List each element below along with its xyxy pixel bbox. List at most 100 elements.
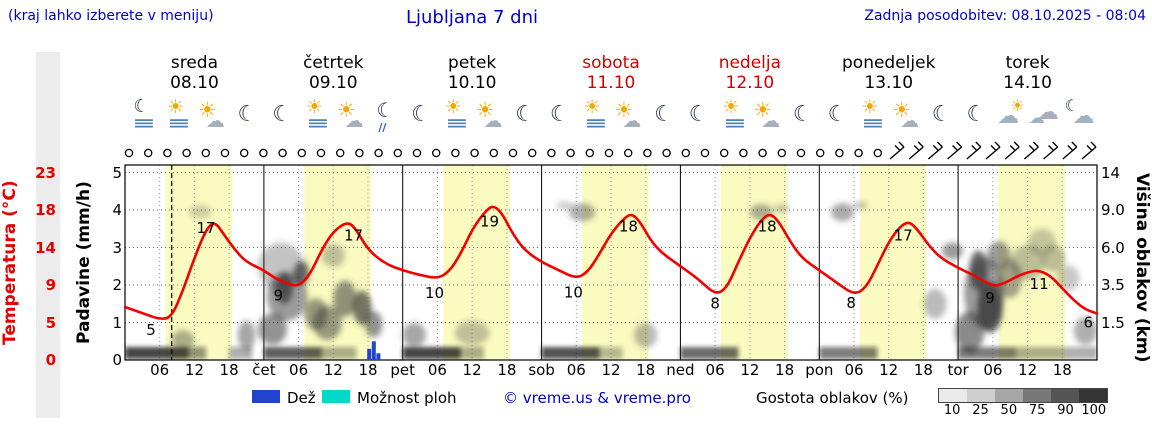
svg-text:10: 10: [425, 284, 444, 302]
day-name: sobota: [582, 53, 640, 73]
day-header: sobota 11.10: [542, 53, 681, 93]
moon-icon: ☾: [237, 102, 258, 127]
cloud-density-segment: [995, 389, 1023, 402]
svg-text:sob: sob: [528, 361, 555, 379]
wind-calm-icon: [719, 148, 729, 158]
weather-icon-cloud-moon: ☾ ☁: [1062, 98, 1098, 140]
cloud-density-segment: [1051, 389, 1079, 402]
moon-icon: ☾: [411, 102, 431, 127]
svg-text:19: 19: [480, 212, 499, 230]
svg-text:12: 12: [1018, 361, 1037, 379]
weather-icon-fog-sun: ☀ ≡: [576, 98, 612, 140]
day-headers: sreda 08.10 četrtek 09.10 petek 10.10 sobota 11…: [125, 53, 1097, 93]
cloud-height-axis-tick: 1.5: [1101, 313, 1125, 332]
moon-icon: ☾: [827, 102, 848, 127]
wind-calm-icon: [201, 148, 211, 158]
day-name: torek: [1005, 53, 1050, 73]
showers-legend-label: Možnost ploh: [357, 389, 457, 407]
svg-text:18: 18: [1053, 361, 1072, 379]
cloud-density-segment-label: 90: [1057, 403, 1074, 418]
sun-icon: ☀: [305, 96, 323, 118]
day-header: petek 10.10: [403, 53, 542, 93]
svg-text:06: 06: [567, 361, 586, 379]
fog-icon: ≡: [444, 114, 469, 132]
fog-icon: ≡: [722, 114, 747, 132]
fog-icon: ≡: [132, 114, 157, 132]
precip-axis-tick: 4: [112, 201, 122, 219]
wind-calm-icon: [393, 148, 403, 158]
day-name: ponedeljek: [842, 53, 936, 73]
precip-axis-tick: 5: [112, 163, 122, 182]
precip-axis-tick: 2: [112, 276, 122, 294]
weather-icon-moon: ☾: [958, 98, 994, 140]
moon-icon: ☾: [549, 102, 570, 127]
precipitation-bars: [367, 341, 381, 361]
day-header: nedelja 12.10: [680, 53, 819, 93]
svg-text:6: 6: [1084, 314, 1094, 332]
weather-icon-cloud: ☁ ☁: [1027, 98, 1063, 140]
cloud-height-axis-tick: 9.0: [1101, 201, 1125, 219]
weather-icon-sun-cloud: ☀ ☁: [610, 98, 646, 140]
wind-calm-icon: [355, 148, 364, 158]
cloud-density-segment: [967, 389, 995, 402]
wind-barb-icon: [927, 141, 943, 160]
svg-text:12: 12: [324, 361, 343, 379]
svg-text:06: 06: [150, 361, 169, 379]
sun-icon: ☀: [444, 96, 462, 118]
cloud-density-legend-label: Gostota oblakov (%): [756, 389, 909, 407]
weather-icon-moon: ☾: [819, 98, 855, 140]
wind-calm-icon: [815, 148, 825, 158]
svg-text:12: 12: [463, 361, 482, 379]
wind-calm-icon: [508, 148, 518, 158]
weather-icon-moon: ☾: [402, 98, 438, 140]
moon-icon: ☾: [931, 102, 952, 127]
location-menu-note: (kraj lahko izberete v meniju): [8, 8, 214, 24]
wind-calm-icon: [220, 148, 230, 158]
weather-icon-sun-cloud: ☀ ☁: [888, 98, 924, 140]
cloud-icon: ☁: [1028, 108, 1045, 127]
svg-text:12: 12: [740, 361, 759, 379]
moon-icon: ☾: [1064, 96, 1079, 115]
wind-calm-icon: [335, 148, 345, 158]
rain-legend-swatch: [252, 390, 280, 403]
moon-icon: ☾: [792, 102, 813, 127]
svg-text:10: 10: [564, 283, 583, 301]
sun-icon: ☀: [167, 96, 185, 118]
cloud-icon: ☁: [997, 104, 1020, 129]
svg-text:18: 18: [220, 361, 239, 379]
weather-icon-fog-sun: ☀ ≡: [715, 98, 751, 140]
cloud-icon: ☁: [761, 110, 781, 132]
wind-calm-icon: [182, 148, 191, 158]
wind-calm-icon: [604, 148, 614, 158]
svg-text:5: 5: [146, 321, 156, 339]
wind-calm-icon: [873, 148, 883, 158]
showers-legend-swatch: [322, 390, 350, 403]
moon-icon: ☾: [515, 102, 535, 127]
cloud-icon: ☁: [205, 110, 225, 132]
cloud-density-segment: [1023, 389, 1051, 402]
svg-text:12: 12: [879, 361, 898, 379]
temp-axis-tick: 18: [35, 201, 56, 219]
wind-calm-icon: [316, 148, 326, 158]
low-cloud-layer: [125, 347, 1097, 359]
fog-icon: ≡: [583, 114, 608, 132]
day-date: 12.10: [725, 73, 775, 93]
moon-icon: ☾: [966, 102, 987, 127]
cloud-height-axis-tick: 3.5: [1101, 276, 1125, 294]
wind-calm-icon: [143, 148, 153, 158]
sun-icon: ☀: [722, 96, 740, 118]
wind-barb-icon: [1081, 141, 1097, 160]
sun-icon: ☀: [753, 98, 773, 122]
svg-text:18: 18: [619, 217, 638, 235]
wind-calm-icon: [259, 148, 268, 158]
wind-barb-icon: [1062, 141, 1078, 160]
cloud-density-segment-label: 100: [1081, 403, 1107, 418]
svg-text:06: 06: [983, 361, 1002, 379]
copyright-link[interactable]: © vreme.us & vreme.pro: [503, 389, 691, 407]
svg-text:18: 18: [758, 217, 777, 235]
wind-barb-icon: [1004, 141, 1020, 160]
day-name: sreda: [170, 53, 218, 73]
moon-icon: ☾: [688, 102, 709, 127]
wind-calm-icon: [451, 148, 460, 158]
